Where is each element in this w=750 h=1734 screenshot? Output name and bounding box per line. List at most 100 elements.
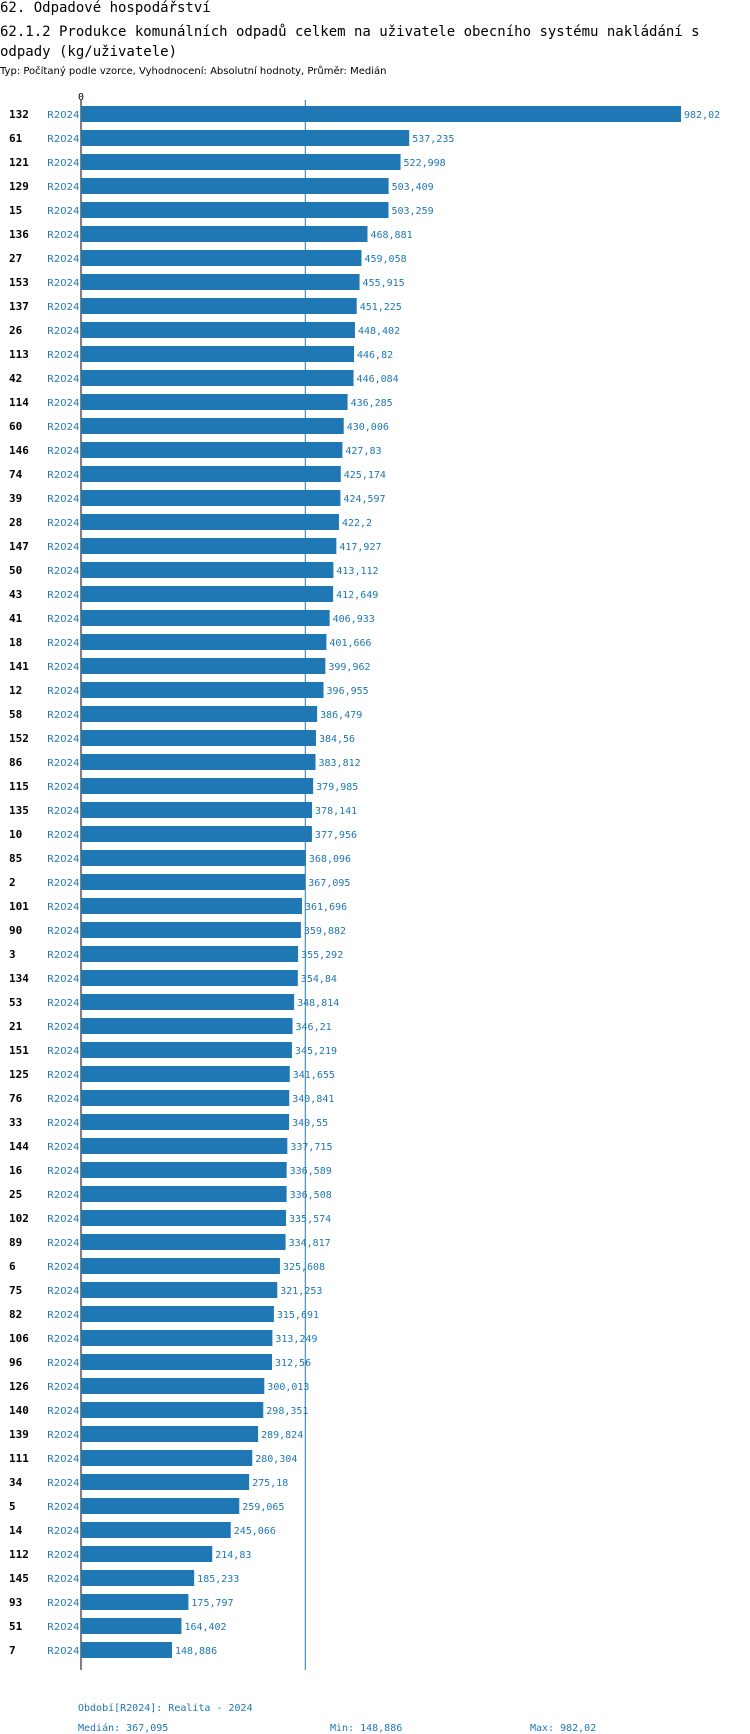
value-label: 377,956	[315, 830, 357, 841]
bar	[81, 490, 341, 506]
period-label: R2024	[47, 662, 79, 673]
value-label: 417,927	[339, 542, 381, 553]
category-label: 26	[9, 324, 23, 337]
bar	[81, 442, 343, 458]
category-label: 74	[9, 468, 23, 481]
category-label: 106	[9, 1332, 29, 1345]
value-label: 361,696	[305, 902, 347, 913]
value-label: 379,985	[316, 782, 358, 793]
bar	[81, 106, 681, 122]
value-label: 313,249	[275, 1334, 317, 1345]
bar	[81, 394, 348, 410]
value-label: 335,574	[289, 1214, 331, 1225]
period-label: R2024	[47, 1358, 79, 1369]
bar	[81, 610, 330, 626]
category-label: 151	[9, 1044, 29, 1057]
category-label: 101	[9, 900, 29, 913]
category-label: 28	[9, 516, 22, 529]
category-label: 125	[9, 1068, 29, 1081]
value-label: 424,597	[343, 494, 385, 505]
value-label: 383,812	[319, 758, 361, 769]
category-label: 25	[9, 1188, 22, 1201]
value-label: 455,915	[363, 278, 405, 289]
value-label: 312,56	[275, 1358, 311, 1369]
bar	[81, 754, 316, 770]
period-label: R2024	[47, 1526, 79, 1537]
bar	[81, 1186, 287, 1202]
footer-period: Období[R2024]: Realita - 2024	[78, 1703, 253, 1714]
period-label: R2024	[47, 182, 79, 193]
value-label: 425,174	[344, 470, 386, 481]
period-label: R2024	[47, 398, 79, 409]
value-label: 300,013	[267, 1382, 309, 1393]
value-label: 413,112	[336, 566, 378, 577]
category-label: 7	[9, 1644, 16, 1657]
category-label: 112	[9, 1548, 29, 1561]
period-label: R2024	[47, 518, 79, 529]
category-label: 21	[9, 1020, 23, 1033]
bar	[81, 130, 410, 146]
period-label: R2024	[47, 1046, 79, 1057]
period-label: R2024	[47, 1310, 79, 1321]
value-label: 164,402	[184, 1622, 226, 1633]
bar	[81, 178, 389, 194]
period-label: R2024	[47, 902, 79, 913]
bar	[81, 1258, 280, 1274]
period-label: R2024	[47, 1190, 79, 1201]
value-label: 340,55	[292, 1118, 328, 1129]
category-label: 51	[9, 1620, 23, 1633]
bar	[81, 418, 344, 434]
chart-title: 62.1.2 Produkce komunálních odpadů celke…	[0, 24, 700, 60]
x-tick-label: 0	[78, 92, 84, 103]
bar	[81, 250, 362, 266]
period-label: R2024	[47, 1406, 79, 1417]
category-label: 134	[9, 972, 29, 985]
category-label: 113	[9, 348, 29, 361]
value-label: 396,955	[327, 686, 369, 697]
category-label: 102	[9, 1212, 29, 1225]
category-label: 96	[9, 1356, 23, 1369]
category-label: 93	[9, 1596, 22, 1609]
value-label: 280,304	[255, 1454, 297, 1465]
period-label: R2024	[47, 758, 79, 769]
period-label: R2024	[47, 1430, 79, 1441]
category-label: 5	[9, 1500, 16, 1513]
value-label: 378,141	[315, 806, 357, 817]
category-label: 43	[9, 588, 22, 601]
value-label: 503,259	[391, 206, 433, 217]
bar	[81, 298, 357, 314]
period-label: R2024	[47, 1118, 79, 1129]
value-label: 289,824	[261, 1430, 303, 1441]
category-label: 76	[9, 1092, 23, 1105]
period-label: R2024	[47, 1286, 79, 1297]
bar	[81, 274, 360, 290]
bar	[81, 922, 301, 938]
category-label: 16	[9, 1164, 23, 1177]
category-label: 111	[9, 1452, 29, 1465]
period-label: R2024	[47, 350, 79, 361]
value-label: 412,649	[336, 590, 378, 601]
value-label: 148,886	[175, 1646, 217, 1657]
period-label: R2024	[47, 1262, 79, 1273]
category-label: 60	[9, 420, 22, 433]
category-label: 58	[9, 708, 22, 721]
period-label: R2024	[47, 566, 79, 577]
period-label: R2024	[47, 1646, 79, 1657]
period-label: R2024	[47, 326, 79, 337]
bar	[81, 466, 341, 482]
value-label: 359,882	[304, 926, 346, 937]
value-label: 448,402	[358, 326, 400, 337]
bar	[81, 1282, 278, 1298]
period-label: R2024	[47, 422, 79, 433]
period-label: R2024	[47, 230, 79, 241]
period-label: R2024	[47, 1502, 79, 1513]
period-label: R2024	[47, 1454, 79, 1465]
value-label: 384,56	[319, 734, 355, 745]
category-label: 132	[9, 108, 29, 121]
category-label: 152	[9, 732, 29, 745]
value-label: 459,058	[364, 254, 406, 265]
bar	[81, 1210, 287, 1226]
bar	[81, 322, 355, 338]
category-label: 82	[9, 1308, 22, 1321]
value-label: 982,02	[684, 110, 720, 121]
